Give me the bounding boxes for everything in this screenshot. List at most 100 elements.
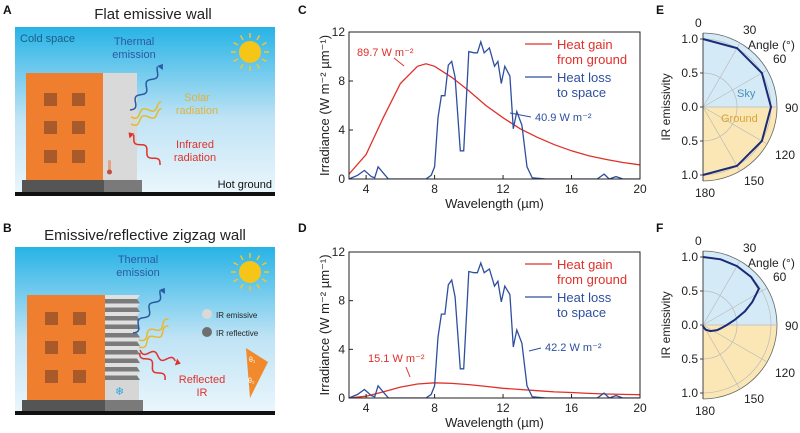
window — [44, 121, 57, 134]
window — [73, 341, 86, 354]
thermal-emission-label: Thermal emission — [112, 36, 155, 61]
sun-ray — [233, 58, 239, 63]
sun-ray — [261, 41, 267, 46]
window — [45, 370, 58, 383]
ir-reflective-slat — [105, 350, 140, 355]
angle-tick-label: 150 — [744, 392, 764, 406]
legend-label: to space — [557, 305, 606, 320]
theta1-label: θ₁ — [249, 357, 256, 364]
annotation-heat-loss: 40.9 W m⁻² — [535, 112, 592, 124]
ir-emissive-legend-marker — [202, 309, 212, 319]
ir-reflective-legend-marker — [202, 327, 212, 337]
sky-label: Sky — [737, 88, 756, 100]
hot-ground-label: Hot ground — [218, 179, 272, 191]
annotation-leader-loss — [528, 347, 542, 352]
angle-tick-label: 90 — [785, 319, 799, 333]
window — [45, 341, 58, 354]
sun-disc — [239, 41, 261, 63]
series-line-heat-loss — [349, 39, 640, 179]
window — [45, 312, 58, 325]
building-windows — [45, 312, 86, 383]
thermal-emission-arrow — [129, 66, 159, 111]
sun-ray — [233, 278, 239, 283]
sun-ray — [256, 283, 261, 289]
wall-base — [105, 400, 143, 412]
y-tick-label: 0 — [338, 172, 345, 186]
y-axis-label: Irradiance (W m⁻² µm⁻¹) — [317, 254, 332, 395]
legend-label: from ground — [557, 272, 627, 287]
thermometer-icon — [107, 160, 112, 175]
window — [73, 312, 86, 325]
sky-region — [703, 33, 777, 107]
plot-frame — [348, 251, 641, 399]
x-tick-label: 12 — [496, 401, 510, 415]
solar-radiation-wave — [138, 325, 169, 349]
thermal-emission-label: Thermal emission — [116, 254, 159, 279]
sun-ray — [233, 41, 239, 46]
sun-ray — [256, 63, 261, 69]
radiation-arrows — [132, 287, 181, 381]
series-line-heat-gain — [349, 382, 640, 398]
panel-letter: E — [656, 3, 664, 17]
ir-reflective-slat — [105, 375, 140, 380]
solar-radiation-wave — [130, 107, 162, 126]
sun-ray — [261, 278, 267, 283]
sun-ray — [233, 261, 239, 266]
y-tick-label: 4 — [338, 123, 345, 137]
ir-reflective-slat — [105, 307, 140, 312]
ir-reflective-legend-label: IR reflective — [216, 329, 259, 338]
sun-ray — [261, 261, 267, 266]
ir-emissive-slat — [105, 337, 140, 342]
panel-letter: F — [656, 221, 663, 235]
annotation-heat-loss: 42.2 W m⁻² — [545, 342, 602, 354]
building-base — [22, 180, 104, 193]
zigzag-wall — [105, 295, 140, 380]
r-tick-label: 1.0 — [681, 250, 698, 264]
y-tick-label: 4 — [338, 342, 345, 356]
x-tick-label: 12 — [496, 182, 510, 196]
angle-tick-label: 150 — [744, 174, 764, 188]
ir-reflective-slat — [105, 299, 140, 304]
solar-radiation-label: Solar radiation — [176, 92, 218, 117]
ir-reflective-slat — [105, 333, 140, 338]
ir-emissive-slat — [105, 303, 140, 308]
legend-label: Heat loss — [557, 290, 612, 305]
panel-title: Emissive/reflective zigzag wall — [44, 227, 246, 244]
series-line-heat-loss — [349, 261, 640, 398]
angle-axis-label: Angle (°) — [748, 256, 795, 270]
annotation-leader-loss — [509, 112, 532, 118]
r-axis-label: IR emissivity — [659, 291, 673, 358]
panel-b-illustration: B Emissive/reflective zigzag wall ❄ Ther… — [3, 221, 275, 415]
r-tick-label: 0.5 — [681, 352, 698, 366]
ir-emissive-slat — [105, 354, 140, 359]
building — [27, 295, 105, 400]
wall-lower — [105, 380, 139, 400]
ir-reflective-slat — [105, 341, 140, 346]
y-tick-label: 0 — [338, 391, 345, 405]
ground-region — [703, 107, 777, 181]
angle-tick-label: 30 — [743, 241, 757, 255]
window — [72, 93, 85, 106]
y-axis-label: Irradiance (W m⁻² µm⁻¹) — [317, 35, 332, 176]
arrowhead — [159, 287, 165, 295]
r-tick-label: 0.5 — [681, 66, 698, 80]
r-axis-label: IR emissivity — [659, 73, 673, 140]
sun-ray — [239, 35, 244, 41]
angle-tick-label: 120 — [775, 148, 795, 162]
annotation-leader-gain — [405, 366, 411, 378]
ir-emissive-slat — [105, 312, 140, 316]
panel-a-illustration: A Flat emissive wall Cold space Thermal e… — [3, 3, 275, 196]
infrared-incoming-wave — [139, 352, 166, 381]
angle-tick-label: 60 — [773, 52, 787, 66]
sun-ray — [239, 63, 244, 69]
x-tick-label: 16 — [565, 401, 579, 415]
grid-spoke — [702, 42, 741, 108]
legend-label: Heat gain — [557, 257, 613, 272]
x-tick-label: 16 — [565, 182, 579, 196]
ir-reflective-slat — [105, 358, 140, 363]
grid-spoke — [702, 106, 741, 172]
reflected-ir-arrow — [139, 349, 176, 362]
angle-tick-label: 120 — [775, 366, 795, 380]
x-tick-label: 8 — [431, 401, 438, 415]
